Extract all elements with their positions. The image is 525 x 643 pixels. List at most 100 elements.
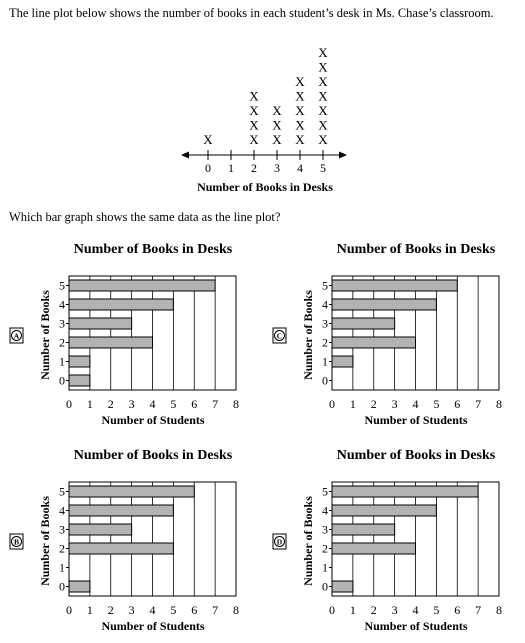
chart-category-label: 2 <box>322 336 328 350</box>
chart-category-label: 2 <box>59 542 65 556</box>
answer-choice-letter: C <box>277 332 282 341</box>
line-plot-x-mark: X <box>203 132 213 147</box>
chart-bar <box>331 279 458 292</box>
line-plot-tick-label: 0 <box>205 161 211 175</box>
chart-bar <box>68 504 174 517</box>
chart-bar <box>331 485 479 498</box>
chart-category-label: 4 <box>59 504 65 518</box>
chart-bar <box>68 279 216 292</box>
answer-choice-letter: A <box>14 332 20 341</box>
chart-x-tick-label: 4 <box>150 397 156 411</box>
chart-x-tick-label: 8 <box>496 603 502 617</box>
chart-title: Number of Books in Desks <box>74 242 233 257</box>
chart-x-tick-label: 5 <box>433 603 439 617</box>
line-plot-x-mark: X <box>295 118 305 133</box>
line-plot-axis <box>181 150 347 160</box>
answer-choice-letter: D <box>277 538 283 547</box>
chart-x-tick-label: 3 <box>129 603 135 617</box>
chart-x-tick-label: 2 <box>371 603 377 617</box>
line-plot-x-mark: X <box>272 118 282 133</box>
chart-x-tick-label: 8 <box>233 397 239 411</box>
chart-category-label: 5 <box>322 485 328 499</box>
chart-x-tick-label: 8 <box>233 603 239 617</box>
chart-x-tick-label: 7 <box>212 603 218 617</box>
chart-grid <box>352 276 500 390</box>
chart-category-label: 2 <box>322 542 328 556</box>
line-plot-x-mark: X <box>249 103 259 118</box>
line-plot-x-mark: X <box>318 74 328 89</box>
chart-category-label: 4 <box>59 298 65 312</box>
chart-category-label: 5 <box>322 279 328 293</box>
chart-grid <box>89 482 237 596</box>
chart-category-label: 3 <box>322 523 328 537</box>
chart-grid <box>89 276 237 390</box>
chart-bar <box>331 355 354 368</box>
chart-x-tick-label: 1 <box>87 397 93 411</box>
chart-bar <box>331 523 396 536</box>
chart-title: Number of Books in Desks <box>337 448 496 463</box>
line-plot-tick-label: 3 <box>274 161 280 175</box>
line-plot-x-mark: X <box>272 132 282 147</box>
chart-y-axis-label: Number of Books <box>301 496 315 586</box>
chart-x-tick-label: 2 <box>371 397 377 411</box>
chart-bar <box>331 336 416 349</box>
chart-category-label: 3 <box>59 523 65 537</box>
chart-category-label: 1 <box>59 561 65 575</box>
line-plot-x-mark: X <box>295 132 305 147</box>
chart-category-label: 1 <box>59 355 65 369</box>
chart-frame <box>331 275 500 391</box>
line-plot-x-mark: X <box>318 60 328 75</box>
answer-choice-badge[interactable]: D <box>272 533 287 550</box>
question-text: Which bar graph shows the same data as t… <box>9 210 281 224</box>
chart-x-axis-label: Number of Students <box>364 619 467 633</box>
chart-x-axis-label: Number of Students <box>101 619 204 633</box>
line-plot-x-mark: X <box>249 89 259 104</box>
chart-bar <box>68 523 133 536</box>
chart-bar <box>68 580 91 593</box>
answer-choice-badge[interactable]: B <box>9 533 24 550</box>
chart-x-tick-label: 6 <box>191 603 197 617</box>
chart-frame <box>68 481 237 597</box>
chart-x-axis-label: Number of Students <box>101 413 204 427</box>
chart-bar <box>331 504 437 517</box>
chart-y-axis-label: Number of Books <box>301 290 315 380</box>
chart-frame <box>68 275 237 391</box>
answer-choice-letter: B <box>14 538 19 547</box>
chart-bar <box>68 336 153 349</box>
chart-x-tick-label: 6 <box>454 603 460 617</box>
chart-x-tick-label: 0 <box>329 603 335 617</box>
line-plot-tick-label: 2 <box>251 161 257 175</box>
answer-choice-badge[interactable]: A <box>9 327 24 344</box>
chart-category-label: 5 <box>59 485 65 499</box>
line-plot-x-mark: X <box>318 103 328 118</box>
chart-category-label: 4 <box>322 298 328 312</box>
line-plot-x-mark: X <box>318 118 328 133</box>
line-plot-x-mark: X <box>272 103 282 118</box>
line-plot-x-mark: X <box>318 45 328 60</box>
chart-x-tick-label: 1 <box>350 397 356 411</box>
chart-bar <box>68 542 174 555</box>
chart-bar <box>68 317 133 330</box>
chart-x-tick-label: 2 <box>108 397 114 411</box>
chart-category-label: 1 <box>322 561 328 575</box>
chart-x-tick-label: 8 <box>496 397 502 411</box>
intro-text: The line plot below shows the number of … <box>9 6 494 20</box>
chart-x-tick-label: 1 <box>350 603 356 617</box>
line-plot-x-mark: X <box>249 132 259 147</box>
chart-x-tick-label: 6 <box>191 397 197 411</box>
chart-x-tick-label: 5 <box>170 397 176 411</box>
chart-x-tick-label: 0 <box>329 397 335 411</box>
chart-x-tick-label: 7 <box>475 603 481 617</box>
chart-category-label: 3 <box>322 317 328 331</box>
chart-x-tick-label: 0 <box>66 603 72 617</box>
chart-y-axis-label: Number of Books <box>38 496 52 586</box>
chart-category-label: 0 <box>59 580 65 594</box>
answer-choice-badge[interactable]: C <box>272 327 287 344</box>
chart-x-tick-label: 5 <box>170 603 176 617</box>
chart-x-tick-label: 4 <box>150 603 156 617</box>
chart-category-label: 0 <box>322 374 328 388</box>
